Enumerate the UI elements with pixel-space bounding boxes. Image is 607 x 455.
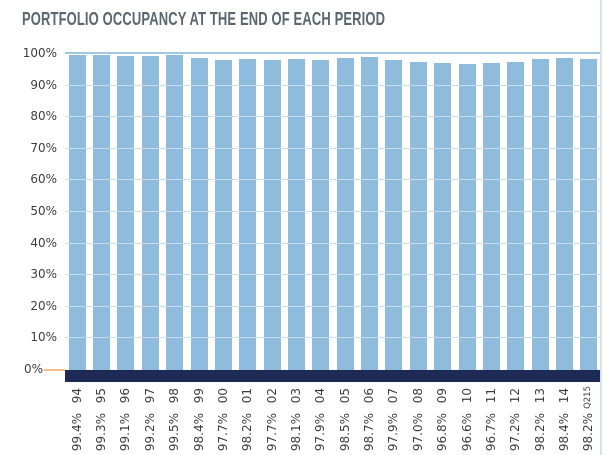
x-year-label: 06	[362, 388, 377, 404]
x-value-label: 96.7%	[483, 413, 498, 452]
x-value-label: 96.6%	[459, 413, 474, 452]
y-tick-label: 10%	[30, 330, 57, 345]
x-value-label: 99.1%	[118, 413, 133, 452]
bar	[482, 63, 500, 372]
x-year-label: 14	[556, 388, 571, 404]
x-value-label: 97.2%	[508, 413, 523, 452]
x-value-label: 98.7%	[362, 413, 377, 452]
y-tick-label: 0%	[23, 362, 43, 376]
x-value-label: 99.2%	[142, 413, 157, 452]
bar	[239, 58, 257, 372]
gridline	[65, 274, 601, 276]
x-year-label: 12	[508, 388, 523, 404]
x-year-label: 08	[410, 388, 425, 404]
y-tick-label: 80%	[30, 109, 57, 124]
gridline	[65, 116, 601, 118]
gridline	[65, 305, 601, 307]
x-year-label: 95	[94, 388, 109, 404]
bar	[93, 55, 111, 372]
x-year-label: 00	[215, 388, 230, 404]
x-value-label: 97.9%	[386, 413, 401, 452]
x-value-label: 97.9%	[313, 413, 328, 452]
bar	[555, 58, 573, 372]
bar	[409, 62, 427, 372]
gridline	[65, 211, 601, 212]
x-value-label: 96.8%	[435, 413, 450, 452]
chart-title: PORTFOLIO OCCUPANCY AT THE END OF EACH P…	[22, 9, 386, 29]
x-value-label: 99.3%	[94, 413, 109, 452]
bar	[458, 63, 476, 372]
x-value-label: 99.4%	[69, 413, 84, 452]
y-tick-label: 30%	[30, 267, 57, 282]
x-value-label: 98.2%	[532, 413, 547, 452]
bar	[117, 55, 135, 372]
x-value-label: 98.4%	[191, 413, 206, 452]
bar	[166, 54, 184, 372]
x-value-label: 97.7%	[215, 413, 230, 452]
y-tick-label: 60%	[30, 172, 57, 187]
x-value-label: 98.2%	[240, 413, 255, 452]
y-tick-label: 50%	[30, 204, 57, 218]
bar	[336, 57, 354, 372]
gridline	[65, 147, 601, 149]
right-edge-line	[600, 0, 602, 455]
x-value-label: 97.7%	[264, 413, 279, 452]
x-year-label: 07	[386, 388, 401, 404]
x-year-label: 98	[167, 388, 182, 404]
x-year-label: 97	[142, 388, 157, 404]
gridline	[65, 242, 601, 244]
bar	[361, 57, 379, 372]
bar	[312, 59, 330, 372]
x-year-label: 02	[264, 388, 279, 404]
bar	[287, 59, 305, 372]
x-value-label: 98.5%	[337, 413, 352, 452]
x-year-label: 09	[435, 388, 450, 404]
bar	[434, 63, 452, 372]
baseline-band	[65, 370, 601, 382]
x-value-label: 98.1%	[288, 413, 303, 452]
x-year-label: 94	[69, 388, 84, 404]
gridline-100	[65, 52, 601, 54]
x-value-label: 98.2%	[581, 413, 596, 452]
bar	[507, 61, 525, 372]
bar	[580, 58, 598, 372]
x-year-label: 03	[288, 388, 303, 404]
zero-axis-tick	[44, 369, 65, 371]
bar	[263, 60, 281, 372]
x-year-label: 05	[337, 388, 352, 404]
y-tick-label: 20%	[30, 298, 57, 313]
x-year-label: 10	[459, 388, 474, 404]
y-tick-label: 70%	[30, 140, 57, 155]
bar	[385, 59, 403, 372]
gridline	[65, 179, 601, 181]
x-value-label: 98.4%	[556, 413, 571, 452]
x-value-label: 97.0%	[410, 413, 425, 452]
gridline	[65, 337, 601, 339]
x-year-label: 11	[483, 388, 498, 404]
bar	[141, 55, 159, 372]
x-year-label: Q215	[583, 386, 594, 409]
x-value-label: 99.5%	[167, 413, 182, 452]
bar	[190, 58, 208, 372]
bar	[68, 54, 86, 372]
gridline	[65, 84, 601, 86]
y-tick-label: 100%	[22, 46, 57, 60]
bar	[214, 60, 232, 372]
y-tick-label: 40%	[30, 235, 57, 250]
x-year-label: 13	[532, 388, 547, 404]
x-year-label: 01	[240, 388, 255, 404]
x-year-label: 96	[118, 388, 133, 404]
x-year-label: 04	[313, 388, 328, 404]
x-year-label: 99	[191, 388, 206, 404]
y-tick-label: 90%	[30, 77, 57, 92]
bar	[531, 58, 549, 372]
